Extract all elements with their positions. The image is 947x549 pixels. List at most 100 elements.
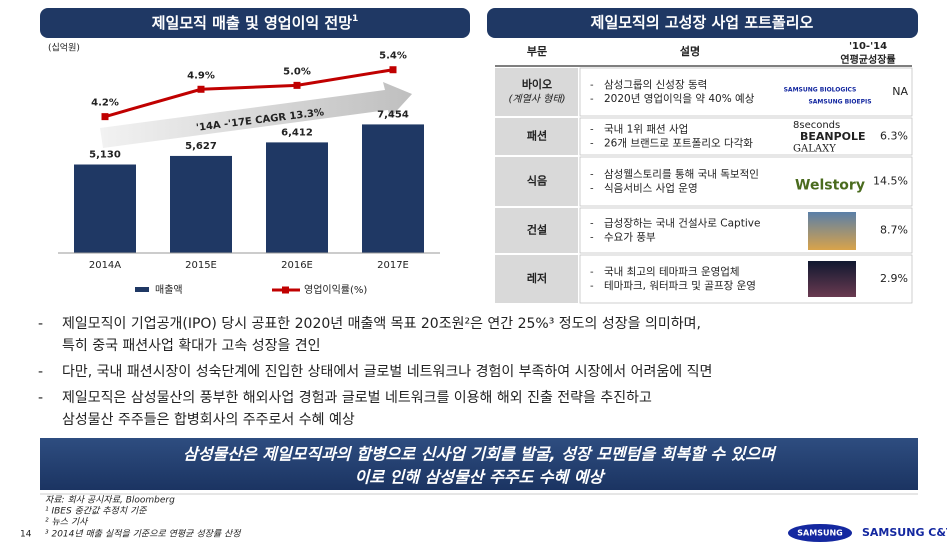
marker [389, 66, 397, 74]
photo [808, 212, 856, 250]
description: 급성장하는 국내 건설사로 Captive [604, 217, 760, 230]
bar [170, 155, 232, 253]
dash: - [590, 281, 594, 292]
footnote: ³ 2014년 매출 실적을 기준으로 연평균 성장률 산정 [45, 529, 241, 540]
dash: - [590, 219, 594, 230]
legend-swatch [135, 287, 149, 292]
x-tick-label: 2016E [281, 260, 313, 271]
legend-swatch [282, 286, 289, 294]
legend-label: 매출액 [155, 284, 183, 296]
company: SAMSUNG C&T [862, 526, 947, 539]
logo: SAMSUNG BIOEPIS [808, 99, 871, 106]
dash: - [38, 364, 43, 380]
growth: 8.7% [880, 224, 908, 237]
value-label: 5,627 [185, 141, 217, 152]
dash: - [38, 316, 43, 332]
page-number: 14 [20, 530, 32, 540]
section-cell [495, 157, 578, 206]
x-tick-label: 2014A [89, 260, 121, 271]
description: 삼성웰스토리를 통해 국내 독보적인 [604, 168, 759, 181]
row-cell [579, 117, 913, 156]
title-sup: 1 [352, 14, 358, 24]
x-tick-label: 2015E [185, 260, 217, 271]
footnote: 자료: 회사 공시자료, Bloomberg [45, 495, 175, 506]
line [104, 68, 394, 119]
description: 삼성그룹의 신성장 동력 [604, 79, 707, 91]
section-cell [495, 208, 578, 253]
value-label: 4.2% [91, 98, 119, 109]
marker [101, 113, 109, 121]
value-label: 7,454 [377, 109, 409, 120]
dash: - [590, 233, 594, 244]
description: 국내 최고의 테마파크 운영업체 [604, 265, 740, 278]
bullet-text: 특히 중국 패션사업 확대가 고속 성장을 견인 [62, 338, 321, 354]
section-cell [495, 255, 578, 303]
value-label: 6,412 [281, 127, 313, 138]
bullet-text: 제일모직이 기업공개(IPO) 당시 공표한 2020년 매출액 목표 20조원… [62, 316, 701, 332]
dash: - [590, 94, 594, 105]
growth: 2.9% [880, 272, 908, 285]
dash: - [38, 390, 43, 406]
bar [74, 164, 136, 253]
banner-text: 이로 인해 삼성물산 주주도 수혜 예상 [355, 468, 606, 487]
marker [197, 85, 205, 93]
marker [293, 81, 301, 89]
header: 부문 [527, 45, 547, 58]
unit: (십억원) [48, 42, 80, 54]
growth: 14.5% [873, 175, 908, 188]
value-label: 5.4% [379, 51, 407, 62]
logo: SAMSUNG BIOLOGICS [784, 87, 857, 94]
bullet-text: 제일모직은 삼성물산의 풍부한 해외사업 경험과 글로벌 네트워크를 이용해 해… [62, 390, 652, 406]
title-bar [487, 8, 918, 38]
left-title: 제일모직 매출 및 영업이익 전망1 [152, 14, 359, 32]
chart: 5,130 2014A 5,627 2015E 6,412 2016E 7,454 2017E… [58, 51, 440, 296]
footnote: ² 뉴스 기사 [45, 517, 89, 528]
section-cell [495, 118, 578, 155]
bar [266, 142, 328, 253]
value-label: 5,130 [89, 150, 121, 161]
dash: - [590, 139, 594, 150]
description: 26개 브랜드로 포트폴리오 다각화 [604, 138, 753, 150]
description: 2020년 영업이익을 약 40% 예상 [604, 92, 755, 105]
header: 설명 [680, 44, 700, 58]
row-cell [579, 156, 913, 207]
photo [808, 261, 856, 297]
dash: - [590, 80, 594, 91]
dash: - [590, 267, 594, 278]
title-text: 제일모직 매출 및 영업이익 전망 [152, 14, 352, 32]
row-cell [579, 207, 913, 254]
logo: Welstory [795, 178, 865, 194]
logo [788, 524, 852, 542]
legend-label: 영업이익률(%) [304, 283, 367, 296]
bar [362, 124, 424, 253]
right-title: 제일모직의 고성장 사업 포트폴리오 [591, 14, 814, 32]
value-label: 5.0% [283, 66, 311, 77]
section: 패션 [527, 129, 547, 143]
section: (계열사 형태) [509, 93, 566, 105]
logo: 8seconds [793, 120, 840, 131]
bullet-text: 삼성물산 주주들은 합병회사의 주주로서 수혜 예상 [62, 412, 355, 428]
footnote: ¹ IBES 중간값 추정치 기준 [45, 506, 147, 517]
bullets: - 제일모직이 기업공개(IPO) 당시 공표한 2020년 매출액 목표 20조… [38, 316, 712, 428]
header: 연평균성장률 [840, 53, 895, 66]
value-label: 4.9% [187, 70, 215, 81]
dash: - [590, 170, 594, 181]
title-bar [40, 8, 470, 38]
description: 국내 1위 패션 사업 [604, 123, 688, 136]
section-cell [495, 68, 578, 116]
row-cell [579, 254, 913, 304]
logo-text: SAMSUNG [797, 529, 842, 538]
description: 수요가 풍부 [604, 232, 656, 244]
section: 바이오 [522, 77, 552, 91]
description: 식음서비스 사업 운영 [604, 182, 698, 195]
dash: - [590, 184, 594, 195]
growth: 6.3% [880, 130, 908, 143]
dash: - [590, 125, 594, 136]
section: 건설 [527, 223, 547, 237]
x-tick-label: 2017E [377, 260, 409, 271]
arrow [100, 82, 412, 148]
section: 레저 [527, 271, 547, 285]
section: 식음 [527, 174, 547, 188]
